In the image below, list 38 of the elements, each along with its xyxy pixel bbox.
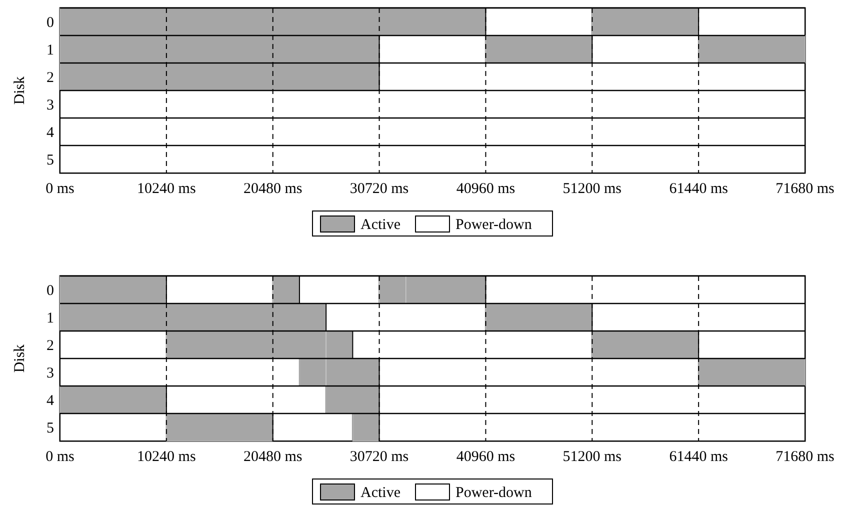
y-tick-label: 2 xyxy=(46,70,54,86)
y-tick-label: 1 xyxy=(46,42,54,58)
y-tick-label: 5 xyxy=(46,152,54,168)
y-tick-label: 0 xyxy=(46,14,54,31)
x-tick-label: 30720 ms xyxy=(350,181,409,197)
y-axis-title: Disk xyxy=(12,344,28,373)
legend-label: Power-down xyxy=(456,217,532,233)
x-tick-label: 20480 ms xyxy=(243,181,302,197)
legend-label: Active xyxy=(360,485,401,501)
x-tick-label: 71680 ms xyxy=(776,449,835,465)
y-tick-label: 5 xyxy=(46,420,54,436)
x-tick-label: 61440 ms xyxy=(669,449,728,465)
x-tick-label: 0 ms xyxy=(46,449,75,465)
y-tick-label: 2 xyxy=(46,338,54,354)
x-tick-label: 10240 ms xyxy=(137,181,196,197)
x-tick-label: 40960 ms xyxy=(456,449,516,465)
y-tick-label: 3 xyxy=(46,97,54,114)
y-tick-label: 0 xyxy=(46,282,54,299)
x-tick-label: 71680 ms xyxy=(776,181,835,197)
x-tick-label: 61440 ms xyxy=(669,181,728,197)
y-tick-label: 1 xyxy=(46,310,54,326)
bar xyxy=(592,8,699,36)
legend-label: Power-down xyxy=(456,485,532,501)
bar xyxy=(166,413,274,442)
x-tick-label: 30720 ms xyxy=(350,449,409,465)
x-tick-label: 20480 ms xyxy=(243,449,302,465)
y-tick-label: 3 xyxy=(46,365,54,382)
x-tick-label: 0 ms xyxy=(46,181,75,197)
x-tick-label: 40960 ms xyxy=(456,181,516,197)
bar xyxy=(698,35,806,64)
x-tick-label: 10240 ms xyxy=(137,449,196,465)
y-tick-label: 4 xyxy=(46,392,54,409)
legend-label: Active xyxy=(360,217,401,233)
y-axis-title: Disk xyxy=(12,76,28,105)
x-tick-label: 51200 ms xyxy=(562,181,622,197)
y-tick-label: 4 xyxy=(46,124,54,141)
x-tick-label: 51200 ms xyxy=(562,449,622,465)
bar xyxy=(485,35,592,64)
